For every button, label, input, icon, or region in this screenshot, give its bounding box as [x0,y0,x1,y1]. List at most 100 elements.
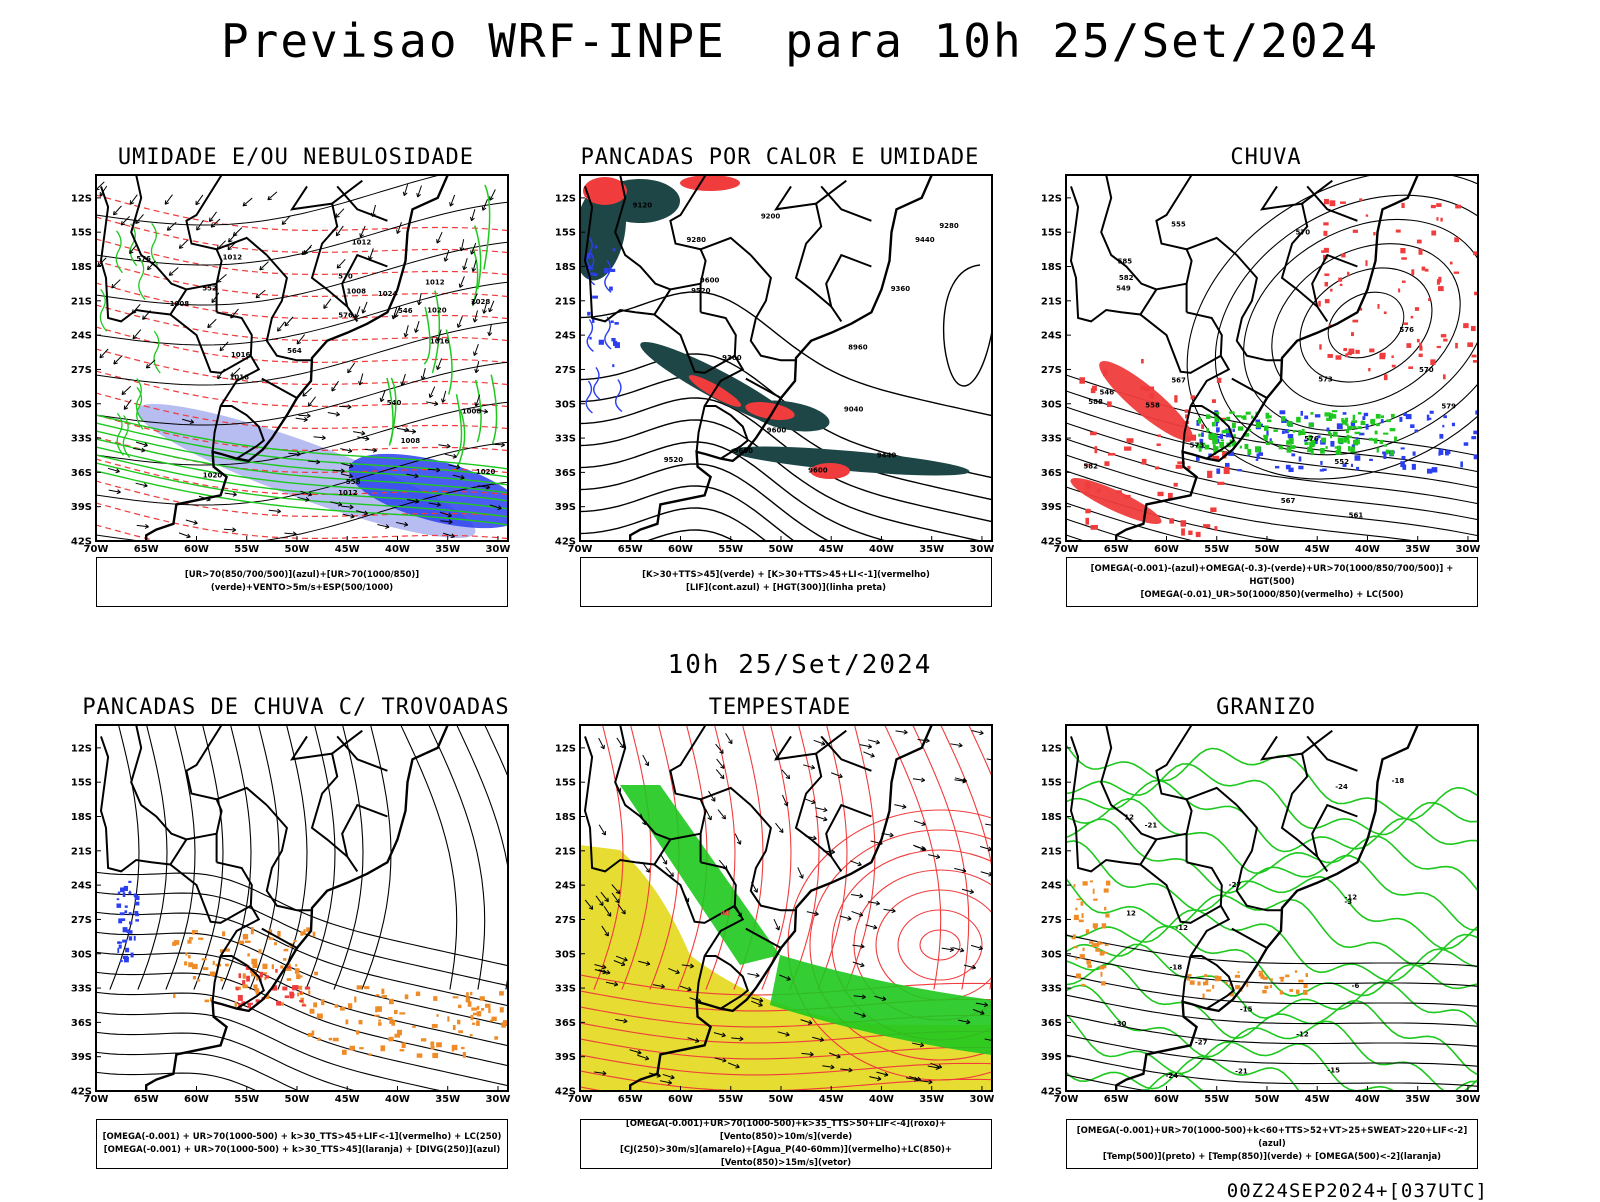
thunderstorm-cell [286,978,292,981]
lif-cell [585,266,592,270]
omega-cell [1382,451,1389,455]
legend-line: [OMEGA(-0.001) + UR>70(1000-500) + k>30_… [102,1132,502,1142]
thunderstorm-cell [309,1008,315,1014]
wind-vector-850-head [958,742,963,748]
wind-vector-850-head [962,778,967,784]
wind-vector-850-head [971,964,976,970]
thunderstorm-cell [356,1030,360,1035]
rain-cell [1188,530,1193,536]
omega-strong-cell [1300,431,1306,436]
omega500-cell [1186,977,1191,981]
country-border [1301,179,1333,205]
omega-strong-cell [1254,446,1261,453]
omega-cell [1322,468,1327,471]
wind-vector-850 [687,1037,700,1042]
map-layer [96,725,508,1091]
panel-title: UMIDADE E/OU NEBULOSIDADE [117,145,475,170]
thunderstorm-cell [480,1008,485,1011]
omega500-cell [1258,970,1264,973]
wind-vector-head [337,501,343,507]
humidity-1000-850-contour [122,415,131,458]
lon-tick-label: 30W [1455,544,1480,555]
streamline-250 [96,871,508,967]
wind-vector [396,427,409,431]
lat-tick-label: 30S [555,949,576,960]
rain-cell [1319,344,1322,350]
country-border [220,405,265,460]
omega500-cell [1189,980,1195,985]
omega-cell [1445,450,1451,455]
lif-cell [612,248,616,252]
streamline-850 [593,725,624,990]
omega-strong-cell [1229,439,1232,443]
hgt300-contour [943,264,992,387]
thunderstorm-cell [247,953,250,957]
thunderstorm-cell [462,1051,467,1058]
country-border [820,185,872,222]
omega-cell [1237,469,1242,472]
wind-vector [255,289,266,299]
wind-vector-head [232,491,237,497]
wind-vector-head [456,464,461,470]
divergence-cell [134,911,139,915]
wind-vector-850-head [881,996,887,1002]
thunderstorm-cell [476,1020,480,1026]
rain-cell [1085,517,1090,525]
wind-vector-head [396,229,401,234]
wind-vector-850-head [920,777,926,783]
panel-umidade: UMIDADE E/OU NEBULOSIDADE 1008 1008 1008 10… [56,145,536,635]
omega-strong-cell [1231,440,1237,447]
lat-tick-label: 15S [555,778,576,789]
thunderstorm-cell [188,962,194,968]
wind-vector-850-head [687,986,692,992]
rain-area [1070,478,1162,524]
divergence-cell [119,912,125,916]
wind-vector-850-head [689,963,695,969]
wind-vector [178,532,191,538]
lif-cell [612,364,615,368]
wind-vector [216,274,227,283]
wind-vector-head [400,381,406,386]
thunderstorm-cell [311,1030,315,1036]
omega-strong-cell [1243,433,1250,437]
strong-instability-area [810,463,850,479]
omega500-cell [1075,957,1078,960]
country-border [185,725,223,863]
legend-line: [Temp(500)](preto) + [Temp(850)](verde) … [1102,1151,1442,1162]
humidity-1000-850-contour [445,329,453,395]
country-border [1069,736,1141,873]
wind-vector-850 [822,1065,835,1069]
thunderstorm-cell [388,998,394,1005]
wind-vector-850 [920,1080,933,1083]
lon-tick-label: 65W [618,1094,643,1105]
thunderstorm-cell [368,1053,372,1056]
rain-cell [1411,269,1415,276]
wind-vector-850 [815,815,828,821]
wind-vector-850-head [620,961,626,967]
lon-tick-label: 40W [385,544,410,555]
wind-vector-850-head [920,845,925,851]
temp-850-contour [1066,984,1478,1091]
wind-vector-850-head [810,764,816,770]
thunderstorm-cell [212,960,215,966]
thunderstorm-cell [172,941,177,946]
rain-cell [1212,455,1220,460]
omega-strong-cell [1287,429,1290,433]
wind-vector-850-head [995,758,999,762]
omega-cell [1317,435,1321,439]
country-border [815,179,847,205]
lat-tick-label: 24S [555,881,576,892]
wind-vector-850 [598,737,605,750]
wind-vector-850 [717,809,726,820]
thunderstorm-cell [389,1018,392,1024]
streamline-850 [968,725,992,779]
lif-contour [586,319,594,353]
wind-vector-head [147,265,152,271]
omega-cell [1426,468,1433,474]
thunderstorm-cell [412,1025,416,1028]
temp-850-contour [1066,877,1478,967]
wind-vector-850 [637,1054,649,1060]
wind-vector-head [178,244,184,249]
omega-strong-cell [1231,422,1236,429]
wind-vector-850 [812,1036,824,1041]
